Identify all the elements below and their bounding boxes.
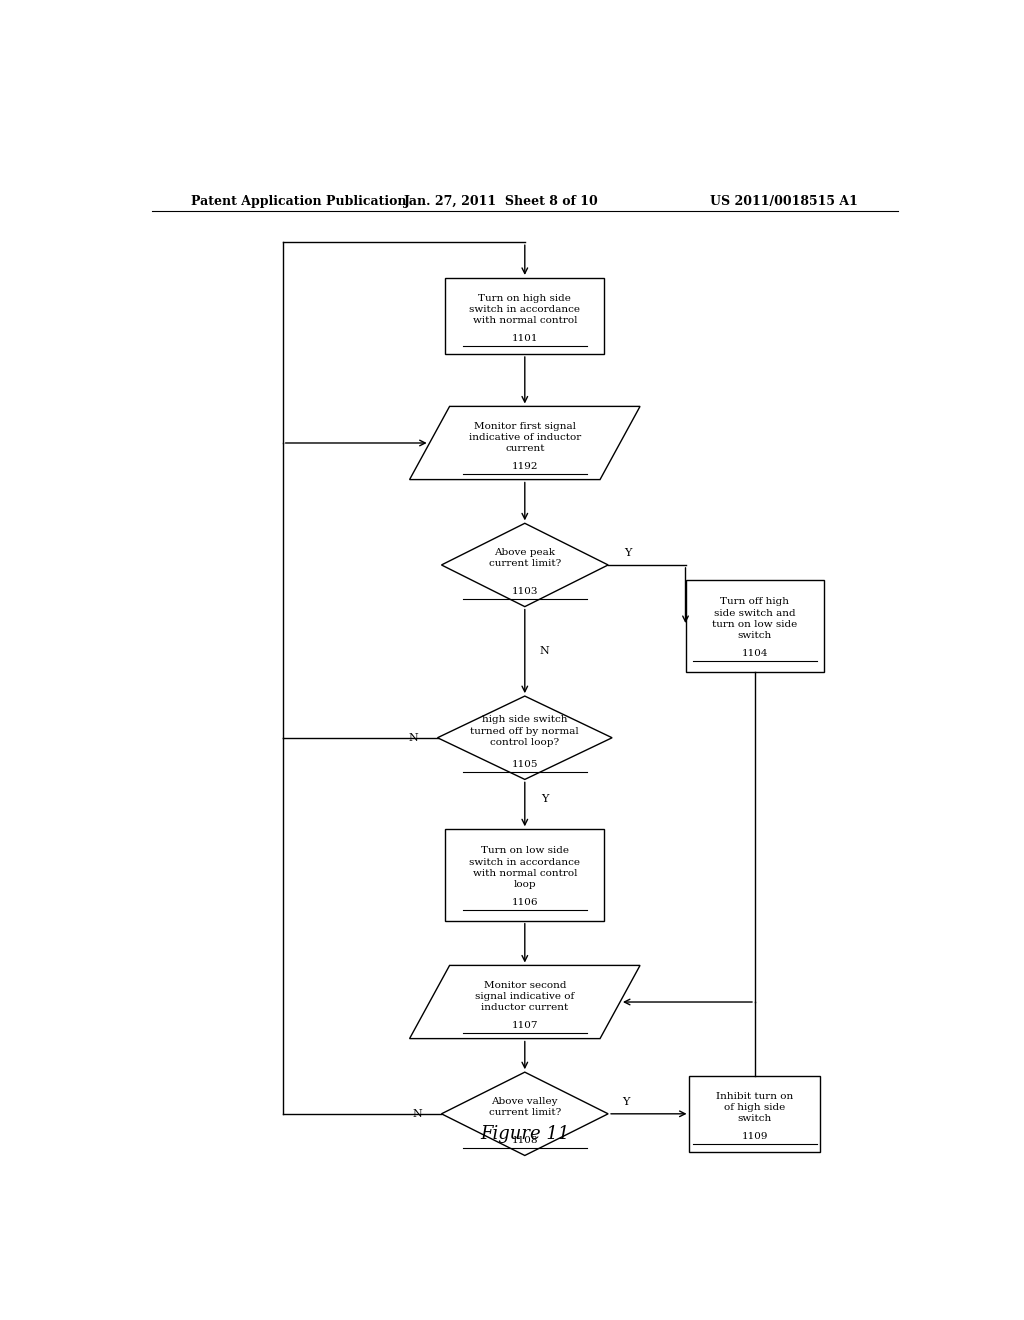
Text: Monitor second
signal indicative of
inductor current: Monitor second signal indicative of indu… [475, 981, 574, 1011]
Text: 1107: 1107 [512, 1020, 538, 1030]
Text: Inhibit turn on
of high side
switch: Inhibit turn on of high side switch [717, 1092, 794, 1123]
Text: 1104: 1104 [741, 649, 768, 657]
Polygon shape [437, 696, 612, 779]
Text: Y: Y [541, 795, 548, 804]
Text: Turn off high
side switch and
turn on low side
switch: Turn off high side switch and turn on lo… [713, 598, 798, 640]
Bar [689, 1076, 820, 1152]
Polygon shape [410, 965, 640, 1039]
Text: Turn on low side
switch in accordance
with normal control
loop: Turn on low side switch in accordance wi… [469, 846, 581, 888]
Text: 1192: 1192 [512, 462, 538, 471]
Text: Y: Y [622, 1097, 630, 1106]
Text: 1103: 1103 [512, 587, 538, 597]
Polygon shape [410, 407, 640, 479]
Bar [445, 829, 604, 921]
Polygon shape [441, 1072, 608, 1155]
Text: 1101: 1101 [512, 334, 538, 343]
Text: N: N [409, 733, 419, 743]
Text: Monitor first signal
indicative of inductor
current: Monitor first signal indicative of induc… [469, 421, 581, 453]
Text: N: N [540, 647, 550, 656]
Text: 1105: 1105 [512, 760, 538, 770]
Text: Above peak
current limit?: Above peak current limit? [488, 548, 561, 569]
Text: high side switch
turned off by normal
control loop?: high side switch turned off by normal co… [470, 715, 580, 747]
Text: 1106: 1106 [512, 898, 538, 907]
Text: Jan. 27, 2011  Sheet 8 of 10: Jan. 27, 2011 Sheet 8 of 10 [403, 194, 598, 207]
Bar [685, 581, 824, 672]
Text: 1108: 1108 [512, 1137, 538, 1144]
Text: N: N [413, 1109, 423, 1119]
Polygon shape [441, 523, 608, 607]
Bar [445, 277, 604, 354]
Text: Y: Y [625, 548, 632, 558]
Text: Figure 11: Figure 11 [480, 1125, 569, 1143]
Text: 1109: 1109 [741, 1133, 768, 1142]
Text: Patent Application Publication: Patent Application Publication [191, 194, 407, 207]
Text: Above valley
current limit?: Above valley current limit? [488, 1097, 561, 1117]
Text: Turn on high side
switch in accordance
with normal control: Turn on high side switch in accordance w… [469, 294, 581, 326]
Text: US 2011/0018515 A1: US 2011/0018515 A1 [711, 194, 858, 207]
